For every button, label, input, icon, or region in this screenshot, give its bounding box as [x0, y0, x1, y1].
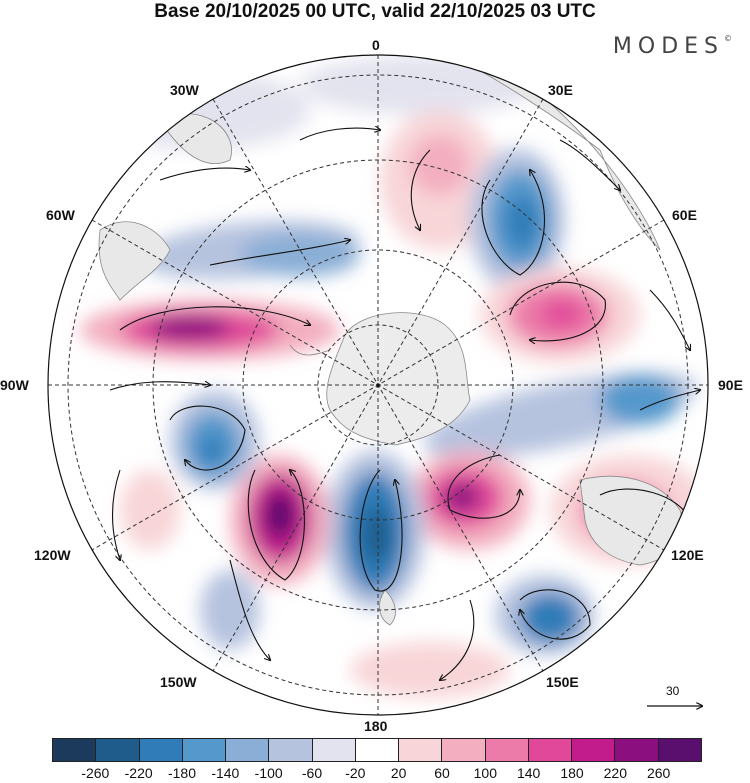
- map-title: Base 20/10/2025 00 UTC, valid 22/10/2025…: [154, 1, 596, 22]
- colorbar-swatch: [398, 739, 442, 761]
- colorbar-swatch: [571, 739, 615, 761]
- lon-label-60e: 60E: [672, 207, 697, 223]
- colorbar-tick-label: -60: [301, 765, 323, 781]
- brand-logo: MODES©: [613, 34, 732, 59]
- colorbar-swatch: [268, 739, 312, 761]
- lon-label-150e: 150E: [546, 674, 579, 690]
- colorbar-tick-label: 60: [434, 765, 450, 781]
- colorbar-tick-label: -260: [81, 765, 110, 781]
- lon-label-30w: 30W: [170, 82, 199, 98]
- colorbar-swatch: [138, 739, 182, 761]
- lon-label-0: 0: [372, 37, 380, 53]
- colorbar-swatch: [53, 739, 96, 761]
- lon-label-120w: 120W: [34, 547, 71, 563]
- colorbar-swatch: [657, 739, 701, 761]
- colorbar-swatch: [95, 739, 139, 761]
- colorbar-tick-label: 140: [516, 765, 541, 781]
- colorbar-swatch: [484, 739, 528, 761]
- colorbar-swatch: [181, 739, 226, 761]
- colorbar-tick-label: 180: [560, 765, 584, 781]
- colorbar-tick-label: 220: [603, 765, 628, 781]
- colorbar-swatch: [441, 739, 485, 761]
- colorbar-tick-label: -180: [167, 765, 197, 781]
- lon-label-120e: 120E: [671, 547, 704, 563]
- colorbar-tick-label: -220: [124, 765, 153, 781]
- lon-label-60w: 60W: [46, 207, 75, 223]
- colorbar-swatch: [354, 739, 399, 761]
- map-disk: [48, 55, 708, 715]
- lon-label-90e: 90E: [718, 377, 743, 393]
- anomaly-field: [80, 55, 708, 698]
- colorbar-swatch: [614, 739, 658, 761]
- continent-outlines: [98, 59, 683, 626]
- colorbar: [52, 738, 702, 762]
- colorbar-tick-label: 100: [473, 765, 498, 781]
- lon-label-90w: 90W: [0, 377, 29, 393]
- colorbar-tick-label: 20: [390, 765, 407, 781]
- brand-name: MODES: [612, 34, 724, 59]
- colorbar-tick-label: -140: [211, 765, 240, 781]
- lon-label-150w: 150W: [160, 674, 197, 690]
- colorbar-swatch: [527, 739, 572, 761]
- colorbar-swatch: [225, 739, 269, 761]
- colorbar-tick-label: -20: [345, 765, 366, 781]
- brand-copyright-mark: ©: [724, 34, 732, 43]
- colorbar-tick-label: -100: [254, 765, 283, 781]
- colorbar-swatch: [311, 739, 355, 761]
- map-boundary: [47, 54, 709, 716]
- lon-label-180: 180: [364, 718, 388, 734]
- colorbar-tick-label: 260: [646, 765, 671, 781]
- vector-seed-dots: [376, 383, 380, 387]
- colorbar-ticks: -260 -220 -180 -140 -100 -60 -20 20 60 100 140 180 2…: [52, 765, 702, 783]
- reference-vector-label: 30: [666, 684, 680, 698]
- wind-vectors: [109, 128, 700, 680]
- lon-label-30e: 30E: [548, 82, 573, 98]
